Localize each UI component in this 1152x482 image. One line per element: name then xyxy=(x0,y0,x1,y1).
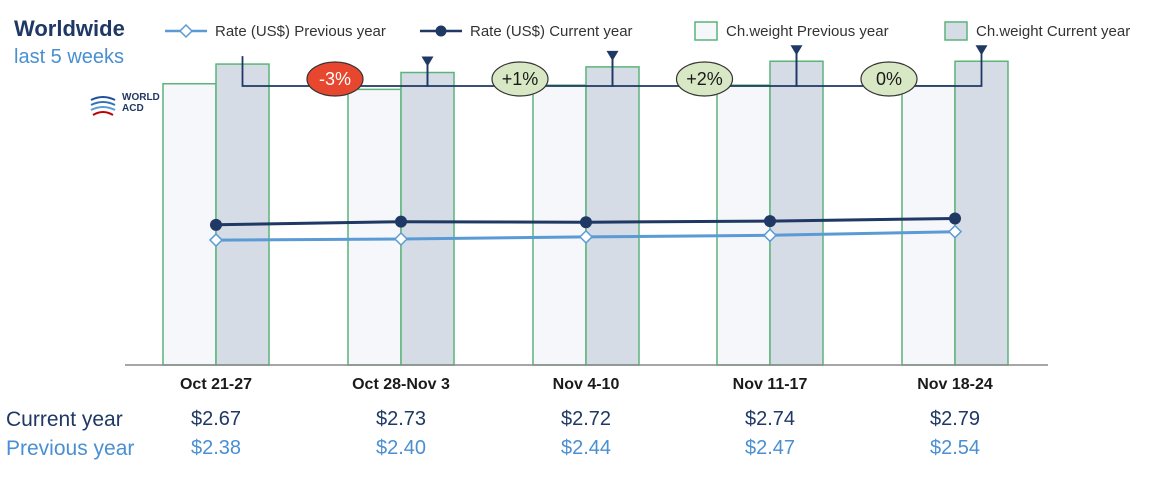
current-rate-value: $2.74 xyxy=(744,408,796,430)
change-badge-label: +1% xyxy=(502,69,539,89)
x-tick-label: Nov 11-17 xyxy=(733,376,808,393)
legend-dot-marker xyxy=(435,25,447,37)
current-year-row-label: Current year xyxy=(6,408,123,431)
legend-swatch-current xyxy=(944,21,968,41)
bar-current-weight xyxy=(585,66,640,366)
previous-year-row-label: Previous year xyxy=(6,437,135,460)
x-tick-label: Nov 4-10 xyxy=(553,376,620,393)
change-badge xyxy=(491,61,549,97)
page-title: Worldwide xyxy=(14,16,125,41)
point-rate-previous xyxy=(393,231,409,247)
point-rate-previous xyxy=(578,229,594,244)
x-tick-label: Nov 18-24 xyxy=(917,376,993,393)
arrow-head-icon xyxy=(790,45,803,56)
legend-label: Ch.weight Previous year xyxy=(726,23,889,40)
logo-text: WORLD ACD xyxy=(122,92,160,114)
change-arrows: -3% +1% +2% 0% xyxy=(241,45,988,97)
arrow-head-icon xyxy=(975,45,988,56)
arrow-head-icon xyxy=(421,56,434,67)
point-rate-current xyxy=(580,216,592,229)
world-acd-logo-icon xyxy=(90,96,116,116)
previous-rate-value: $2.40 xyxy=(375,437,427,459)
bar-previous-weight xyxy=(532,84,587,366)
point-rate-previous xyxy=(947,224,963,239)
rate-lines xyxy=(208,212,963,248)
point-rate-current xyxy=(949,212,961,225)
point-rate-previous xyxy=(208,232,224,248)
change-badge xyxy=(306,61,364,97)
current-rate-value: $2.79 xyxy=(929,408,981,430)
page-subtitle: last 5 weeks xyxy=(14,46,125,68)
bar-current-weight xyxy=(215,63,270,366)
current-rate-value: $2.67 xyxy=(190,408,242,430)
bar-current-weight xyxy=(400,71,455,366)
x-tick-label: Oct 28-Nov 3 xyxy=(352,376,450,393)
point-rate-current xyxy=(395,215,407,228)
change-badge xyxy=(675,61,734,97)
arrow-head-icon xyxy=(606,50,619,61)
x-tick-label: Oct 21-27 xyxy=(180,376,252,393)
legend-label: Rate (US$) Previous year xyxy=(215,23,386,40)
previous-rate-value: $2.44 xyxy=(560,437,612,459)
change-badge-label: 0% xyxy=(876,69,902,89)
bar-previous-weight xyxy=(901,84,956,366)
bars xyxy=(162,60,1009,366)
previous-rate-value: $2.38 xyxy=(190,437,242,459)
bar-previous-weight xyxy=(716,84,771,366)
point-rate-current xyxy=(210,218,222,231)
change-badge-label: +2% xyxy=(686,69,723,89)
logo-line-2: ACD xyxy=(122,103,144,114)
legend-swatch-previous xyxy=(694,21,718,41)
bar-previous-weight xyxy=(347,88,402,366)
legend: Rate (US$) Previous year Rate (US$) Curre… xyxy=(165,21,1130,41)
current-rate-value: $2.73 xyxy=(375,408,427,430)
point-rate-current xyxy=(764,215,776,228)
change-badge-label: -3% xyxy=(319,69,351,89)
logo-line-1: WORLD xyxy=(122,92,160,103)
legend-label: Ch.weight Current year xyxy=(976,23,1130,40)
x-tick-labels: Oct 21-27 Oct 28-Nov 3 Nov 4-10 Nov 11-17 No… xyxy=(180,376,993,393)
change-badge xyxy=(860,61,918,97)
point-rate-previous xyxy=(762,228,778,243)
previous-rate-value: $2.54 xyxy=(929,437,981,459)
legend-diamond-marker xyxy=(178,23,194,39)
bar-current-weight xyxy=(954,60,1009,366)
legend-label: Rate (US$) Current year xyxy=(470,23,633,40)
previous-rate-value: $2.47 xyxy=(744,437,796,459)
bar-current-weight xyxy=(769,60,824,366)
bar-previous-weight xyxy=(162,83,217,366)
current-rate-value: $2.72 xyxy=(560,408,612,430)
